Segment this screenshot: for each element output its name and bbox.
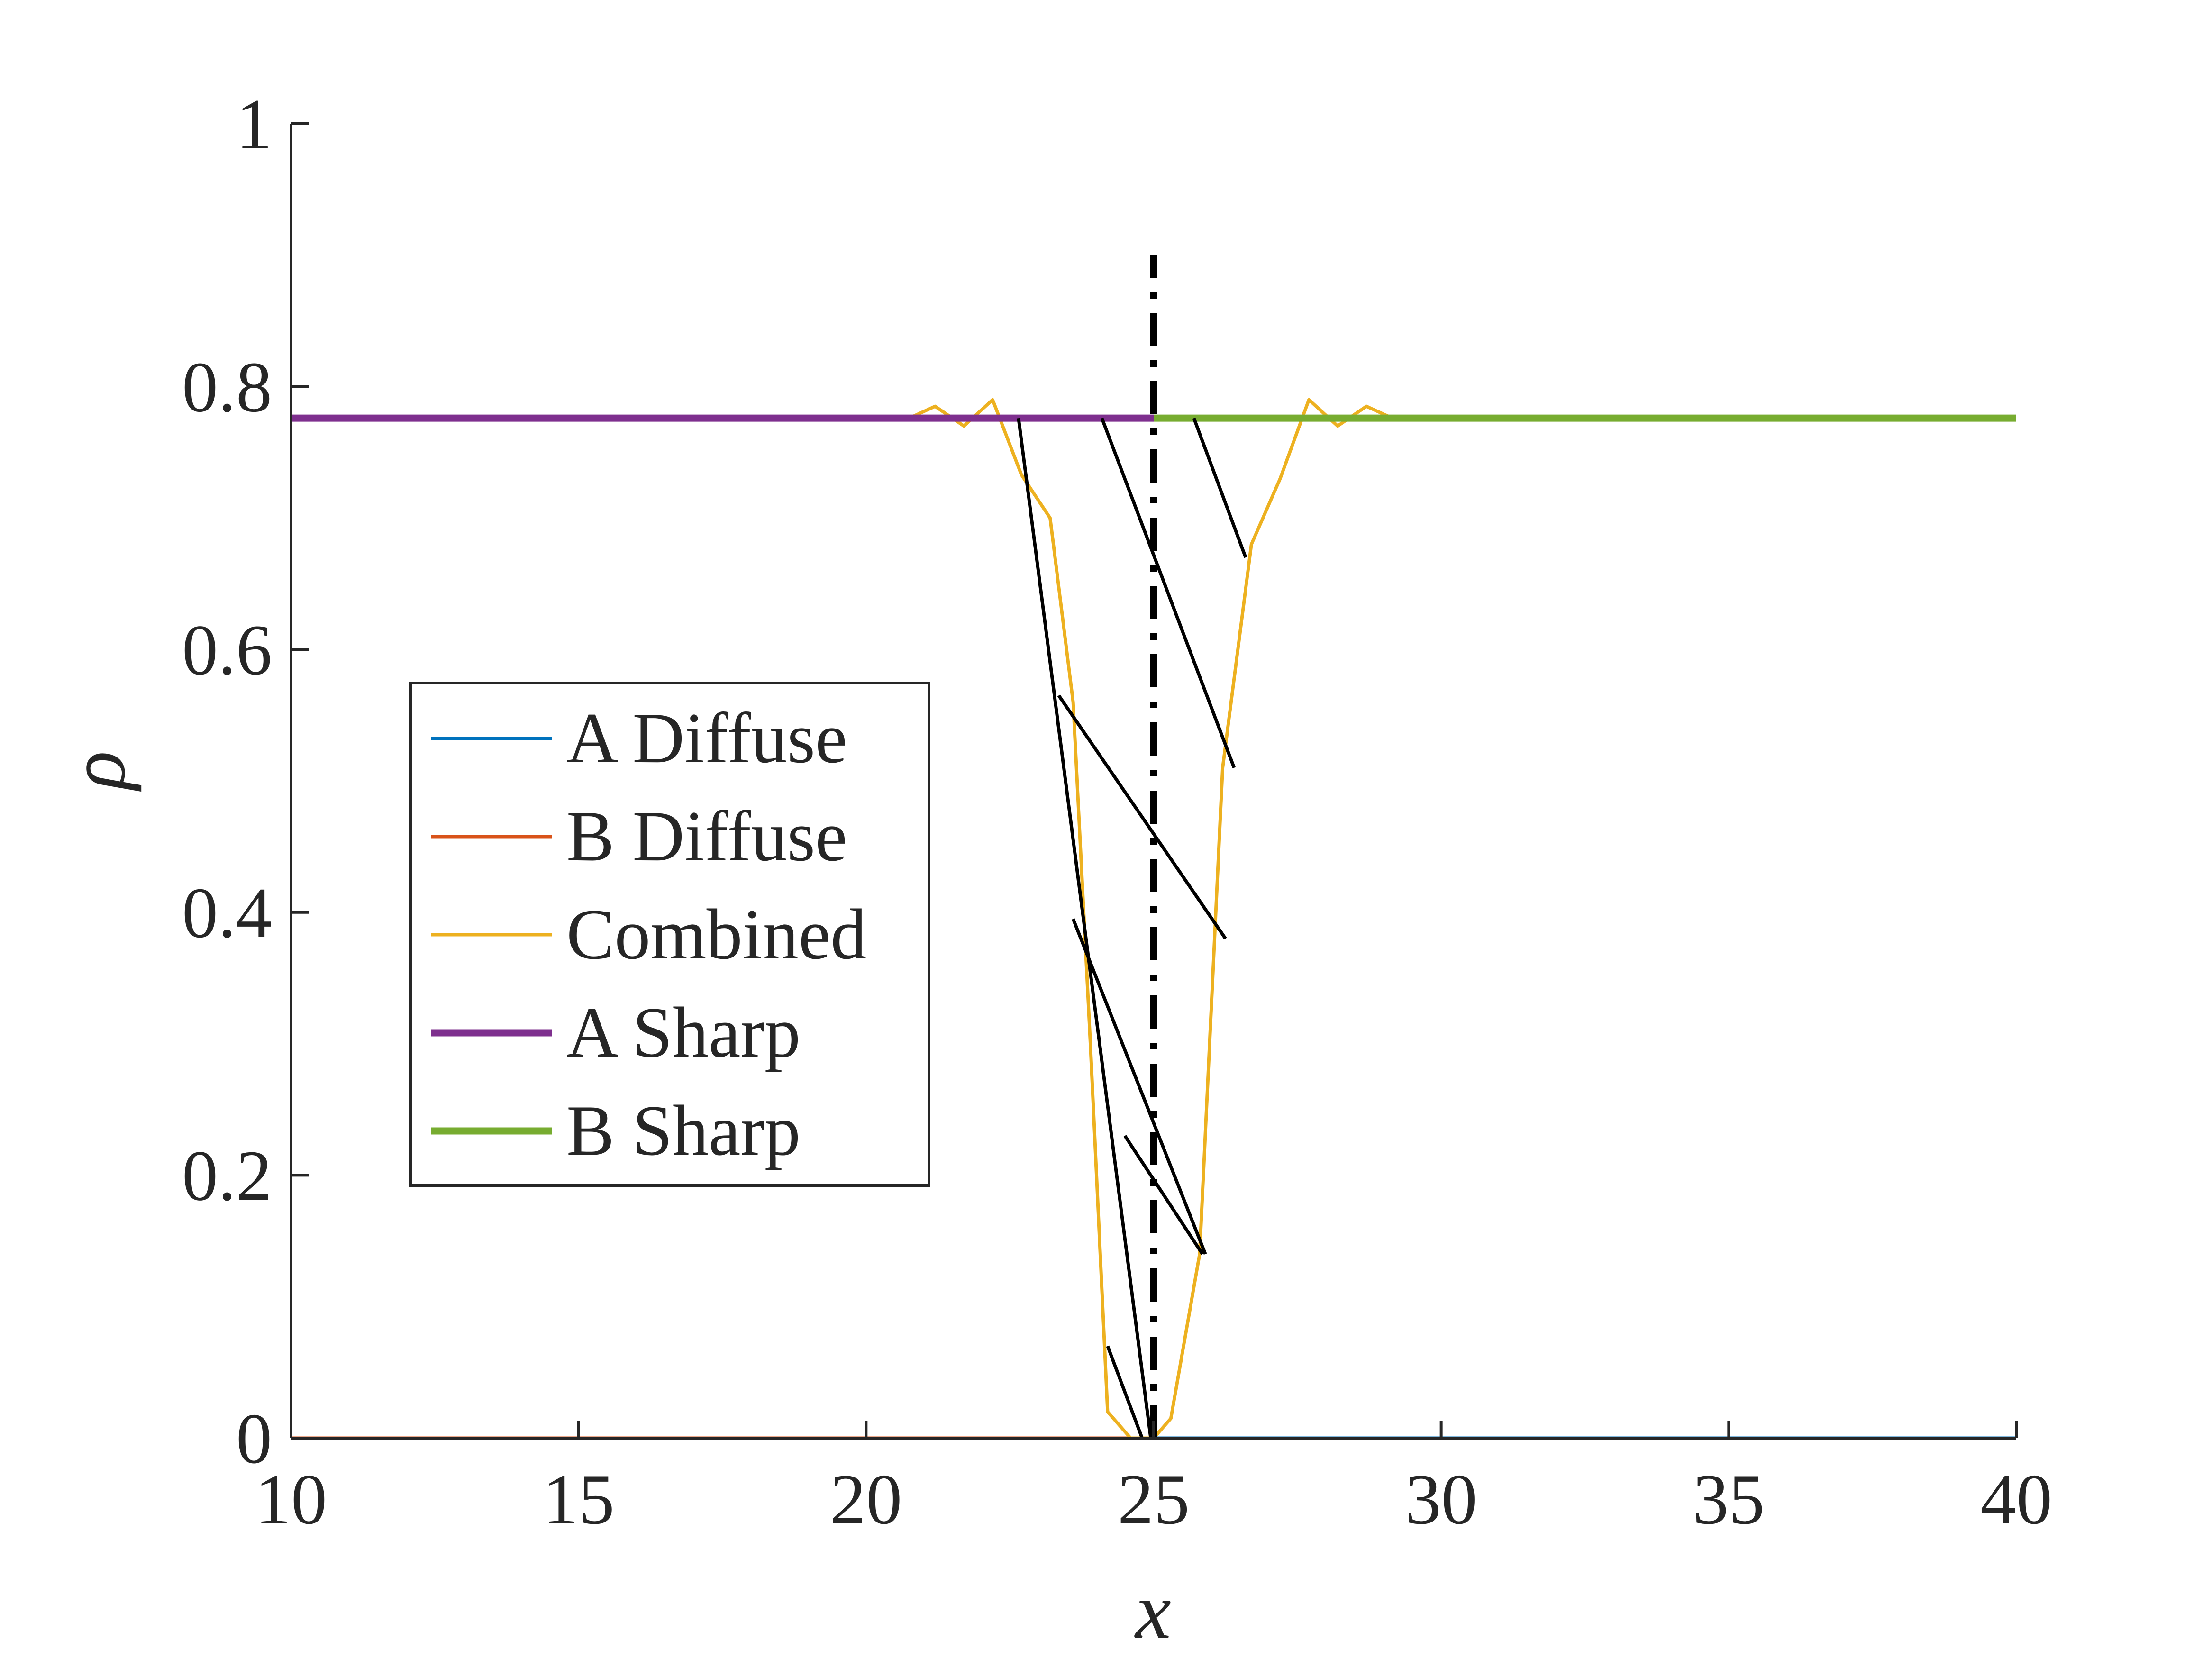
x-tick-label: 20 (830, 1459, 902, 1539)
x-tick-label: 35 (1693, 1459, 1765, 1539)
x-tick-label: 30 (1405, 1459, 1477, 1539)
x-tick-label: 15 (543, 1459, 615, 1539)
legend-label-combined: Combined (566, 894, 866, 974)
y-tick-label: 0.8 (182, 347, 272, 427)
y-tick-label: 1 (236, 84, 272, 164)
legend-label-a-sharp: A Sharp (566, 993, 801, 1072)
legend-items: A Diffuse B Diffuse Combined A Sharp B Sharp (431, 698, 866, 1170)
y-tick-label: 0.2 (182, 1136, 272, 1215)
legend-label-a-diffuse: A Diffuse (566, 698, 847, 778)
hatch-line-3 (1071, 918, 1207, 1255)
hatch-line-5 (1123, 1135, 1204, 1255)
hatch-line-7 (1192, 417, 1247, 558)
y-axis-label: ρ (53, 751, 142, 792)
x-tick-label: 40 (1980, 1459, 2052, 1539)
x-axis-label: x (1134, 1566, 1171, 1655)
hatch-line-1 (1017, 418, 1153, 1439)
legend: A Diffuse B Diffuse Combined A Sharp B Sharp (409, 682, 930, 1187)
tick-labels: 10 15 20 25 30 35 40 0 0.2 0.4 0.6 0.8 1 (182, 84, 2052, 1539)
legend-label-b-diffuse: B Diffuse (566, 796, 847, 876)
y-tick-label: 0 (236, 1399, 272, 1478)
legend-label-b-sharp: B Sharp (566, 1091, 801, 1170)
axes (290, 122, 2018, 1440)
hatch-line-2 (1057, 694, 1227, 940)
x-tick-label: 25 (1118, 1459, 1190, 1539)
hatch-line-6 (1106, 1345, 1144, 1439)
y-tick-label: 0.4 (182, 873, 272, 953)
hatch-line-4 (1100, 417, 1236, 769)
x-tick-label: 10 (255, 1459, 327, 1539)
y-tick-label: 0.6 (182, 610, 272, 690)
hatch-lines (1017, 417, 1247, 1439)
